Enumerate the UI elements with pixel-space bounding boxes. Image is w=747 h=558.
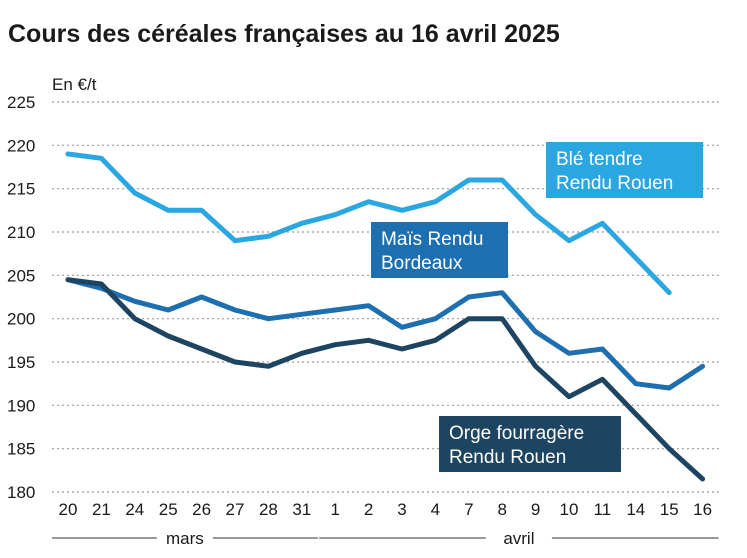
x-tick-label: 14 <box>626 500 645 519</box>
x-tick-label: 10 <box>560 500 579 519</box>
y-axis-unit-label: En €/t <box>52 75 97 94</box>
chart-title: Cours des céréales françaises au 16 avri… <box>8 20 560 48</box>
x-tick-label: 26 <box>192 500 211 519</box>
x-tick-label: 15 <box>660 500 679 519</box>
series-label-box <box>371 222 508 278</box>
series-label-text: Rendu Rouen <box>556 173 673 194</box>
x-tick-label: 8 <box>497 500 506 519</box>
y-tick-label: 215 <box>7 180 35 199</box>
series-label-text: Bordeaux <box>381 253 463 274</box>
x-tick-label: 25 <box>159 500 178 519</box>
y-tick-label: 185 <box>7 440 35 459</box>
y-axis-ticks: 180 185 190 195 200 205 210 215 220 225 <box>7 93 35 502</box>
series-label-text: Blé tendre <box>556 149 643 170</box>
month-label: avril <box>503 529 534 548</box>
series-label-text: Maïs Rendu <box>381 229 483 250</box>
series-label-text: Orge fourragère <box>449 423 584 444</box>
y-tick-label: 180 <box>7 483 35 502</box>
y-tick-label: 210 <box>7 223 35 242</box>
x-tick-label: 20 <box>59 500 78 519</box>
series-label-text: Rendu Rouen <box>449 447 566 468</box>
x-tick-label: 28 <box>259 500 278 519</box>
x-tick-label: 24 <box>125 500 144 519</box>
x-tick-label: 4 <box>431 500 440 519</box>
x-tick-label: 16 <box>693 500 712 519</box>
series-label-box <box>439 416 621 472</box>
x-tick-label: 1 <box>330 500 339 519</box>
x-tick-label: 11 <box>594 500 612 519</box>
series-line-1 <box>65 277 706 391</box>
series-lines <box>65 151 706 482</box>
series-line-0 <box>65 151 672 296</box>
y-tick-label: 220 <box>7 136 35 155</box>
y-tick-label: 205 <box>7 266 35 285</box>
x-tick-label: 21 <box>92 500 111 519</box>
month-label: mars <box>166 529 204 548</box>
y-tick-label: 225 <box>7 93 35 112</box>
x-axis-ticks: 20 21 24 25 26 27 28 31 1 2 3 4 7 8 9 10 11 14 15 16 <box>59 500 713 519</box>
y-tick-label: 195 <box>7 353 35 372</box>
x-tick-label: 31 <box>292 500 311 519</box>
month-labels: mars avril <box>52 529 719 548</box>
series-line-2 <box>65 277 706 482</box>
y-tick-label: 190 <box>7 396 35 415</box>
x-tick-label: 3 <box>397 500 406 519</box>
series-labels: Blé tendre Rendu Rouen Maïs Rendu Bordeaux O… <box>371 142 703 472</box>
x-tick-label: 2 <box>364 500 373 519</box>
series-label-box <box>546 142 703 198</box>
x-tick-label: 27 <box>226 500 245 519</box>
x-tick-label: 7 <box>464 500 473 519</box>
x-tick-label: 9 <box>531 500 540 519</box>
y-tick-label: 200 <box>7 310 35 329</box>
